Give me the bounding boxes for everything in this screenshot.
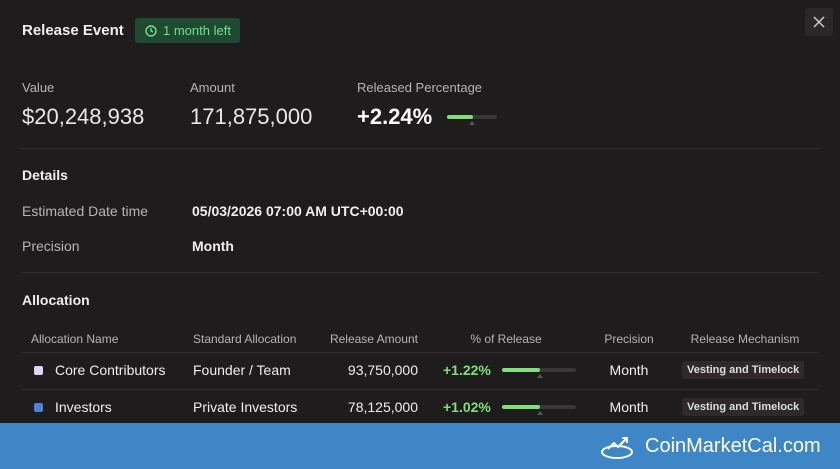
precision: Month: [609, 362, 649, 378]
summary-value: +2.24%: [357, 104, 433, 129]
section-title: Allocation: [22, 292, 90, 308]
section-title: Details: [22, 167, 68, 183]
detail-label: Estimated Date time: [22, 203, 149, 219]
column-header: Precision: [604, 332, 654, 346]
detail-value: 05/03/2026 07:00 AM UTC+00:00: [192, 203, 404, 219]
release-amount: 78,125,000: [347, 399, 418, 415]
mechanism-tag: Vesting and Timelock: [682, 361, 805, 379]
release-percent: +1.02%: [443, 399, 491, 415]
allocation-name: Core Contributors: [55, 362, 166, 378]
detail-value: Month: [192, 238, 234, 254]
close-icon: [813, 16, 825, 28]
column-header: Release Amount: [329, 332, 418, 346]
summary-label: Amount: [190, 80, 235, 95]
marker: [537, 374, 543, 378]
column-header: % of Release: [470, 332, 542, 346]
row-swatch: [34, 366, 43, 375]
summary-value: 171,875,000: [190, 104, 313, 129]
progress-bar: [502, 368, 576, 372]
summary-value: $20,248,938: [22, 104, 145, 129]
row-divider: [22, 352, 818, 353]
marker: [537, 411, 543, 415]
column-header: Release Mechanism: [690, 332, 800, 346]
badge: 1 month left: [135, 18, 240, 43]
standard-allocation: Founder / Team: [193, 362, 291, 378]
row-swatch: [34, 403, 43, 412]
column-header: Standard Allocation: [193, 332, 297, 346]
footer: CoinMarketCal.com: [0, 423, 840, 469]
marker: [469, 121, 475, 125]
close-button[interactable]: [805, 8, 833, 36]
brand: CoinMarketCal.com: [645, 435, 821, 457]
progress-bar: [447, 115, 497, 119]
mechanism-tag: Vesting and Timelock: [682, 398, 805, 416]
clock-icon: [145, 25, 157, 37]
release-percent: +1.22%: [443, 362, 491, 378]
title: Release Event: [22, 22, 124, 39]
row-divider: [22, 389, 818, 390]
summary-label: Value: [22, 80, 55, 95]
badge-text: 1 month left: [163, 23, 231, 38]
divider: [22, 148, 818, 149]
allocation-name: Investors: [55, 399, 112, 415]
standard-allocation: Private Investors: [193, 399, 298, 415]
logo: [601, 437, 633, 459]
progress-bar: [502, 405, 576, 409]
column-header: Allocation Name: [31, 332, 119, 346]
release-amount: 93,750,000: [347, 362, 418, 378]
precision: Month: [609, 399, 649, 415]
summary-label: Released Percentage: [357, 80, 483, 95]
detail-label: Precision: [22, 238, 80, 254]
divider: [22, 272, 818, 273]
